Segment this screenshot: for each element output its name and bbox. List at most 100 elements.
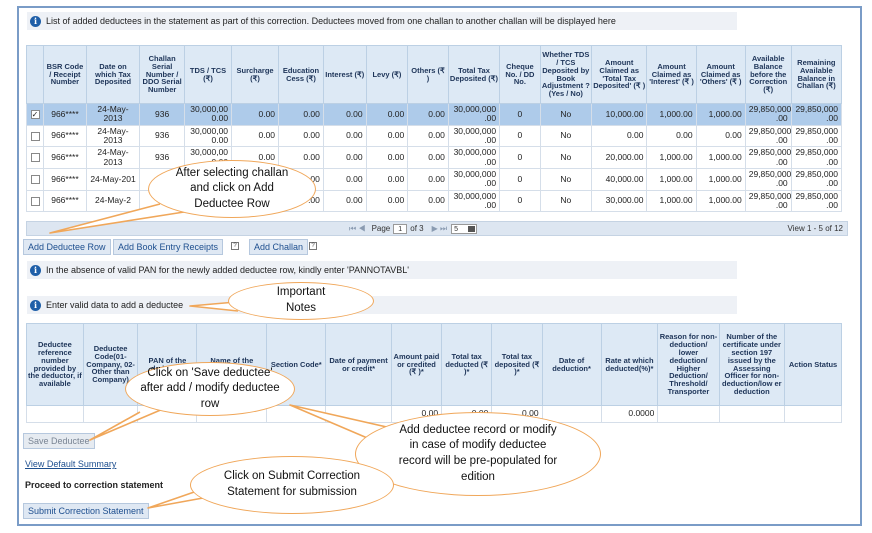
column-header: Challan Serial Number / DDO Serial Numbe… [139,45,186,104]
table-cell: 29,850,000 .00 [790,103,843,126]
table-row[interactable]: 966**** 24-May-2013 936 30,000,00 0.00 0.00 0… [25,124,843,148]
row-checkbox[interactable] [30,153,40,163]
column-header: Others (₹ ) [407,45,449,104]
table-cell: 0.00 [365,103,409,126]
table-cell: 0 [499,103,541,126]
table-cell: 0.00 [322,189,367,213]
help-icon[interactable]: ? [309,242,317,250]
table-cell: 1,000.00 [695,189,746,213]
input-cell[interactable] [718,405,786,423]
table-cell: 0.00 [407,189,449,213]
table-cell: 1,000.00 [646,103,697,126]
add-deductee-row-button[interactable]: Add Deductee Row [23,239,111,255]
column-header: Whether TDS / TCS Deposited by Book Adju… [539,45,592,104]
table-cell: 1,000.00 [695,168,746,191]
table-row[interactable]: 966**** 24-May-2013 936 30,000,00 0.00 0.00 0… [25,146,843,170]
page-size-select[interactable]: 5 [451,223,478,234]
table-cell: 1,000.00 [695,146,746,170]
add-book-entry-button[interactable]: Add Book Entry Receipts [113,239,224,255]
row-select-cell[interactable] [25,124,45,148]
callout-add-row: After selecting challan and click on Add… [148,160,316,218]
table-cell: 966**** [43,168,87,191]
table-cell: 1,000.00 [646,146,697,170]
table-cell: 0.00 [322,146,367,170]
input-cell[interactable]: 0.0000 [600,405,659,423]
table-cell: 0 [499,168,541,191]
callout-save-deductee: Click on 'Save deductee' after add / mod… [125,362,295,416]
row-select-cell[interactable] [25,168,45,191]
row-checkbox[interactable] [30,196,40,206]
table-cell: No [539,146,592,170]
table-cell: 24-May-2 [85,189,141,213]
info-text-deductee-list: List of added deductees in the statement… [46,16,616,26]
table-cell: 0 [499,146,541,170]
add-challan-button[interactable]: Add Challan [249,239,309,255]
table-cell: 0.00 [322,168,367,191]
table-cell: 0.00 [365,146,409,170]
table-cell: 0.00 [646,124,697,148]
column-header: Number of the certificate under section … [718,323,786,406]
pager-next-buttons[interactable]: ▶ ⏭ [431,223,448,233]
column-header: Amount Claimed as 'Others' (₹ ) [695,45,746,104]
row-select-cell[interactable] [25,189,45,213]
view-default-summary-link[interactable]: View Default Summary [25,459,117,469]
callout-important-notes: Important Notes [228,282,374,320]
table-cell: 0.00 [407,168,449,191]
help-icon[interactable]: ? [231,242,239,250]
column-header: BSR Code / Receipt Number [43,45,87,104]
column-header: Education Cess (₹) [278,45,324,104]
column-header: Cheque No. / DD No. [499,45,541,104]
table-cell: 0.00 [695,124,746,148]
column-header: Rate at which deducted(%)* [600,323,659,406]
input-cell[interactable] [784,405,842,423]
add-deductee-table: Deductee reference number provided by th… [26,323,842,423]
column-header: Date of deduction* [541,323,602,406]
input-cell[interactable] [541,405,602,423]
column-header: Reason for non-deduction/ lower deductio… [657,323,720,406]
pager-page-input[interactable]: 1 [393,223,408,234]
table-cell: 30,000,00 0.00 [184,103,233,126]
info-bar-valid-data: i Enter valid data to add a deductee [27,296,737,314]
pager-page-label: Page [371,224,391,233]
column-header: Interest (₹) [322,45,367,104]
row-select-cell[interactable]: ✓ [25,103,45,126]
pager-of-label: of 3 [410,224,424,233]
column-header: Amount Claimed as 'Total Tax Deposited' … [590,45,648,104]
row-checkbox[interactable] [30,131,40,141]
row-checkbox[interactable] [30,174,40,184]
column-header: Total Tax Deposited (₹) [447,45,501,104]
info-icon: i [30,264,41,276]
column-header: Deductee reference number provided by th… [26,323,84,406]
input-cell[interactable] [26,405,84,423]
table-cell: 30,000,000 .00 [447,146,501,170]
table-cell: 29,850,000 .00 [790,168,843,191]
input-cell[interactable] [82,405,139,423]
table-cell: 966**** [43,146,87,170]
table-cell: 29,850,000 .00 [744,146,792,170]
submit-correction-button[interactable]: Submit Correction Statement [23,503,149,519]
input-cell[interactable] [325,405,392,423]
table-cell: 24-May-2013 [85,146,141,170]
table-cell: 30,000,00 0.00 [184,124,233,148]
table-cell: No [539,103,592,126]
proceed-label: Proceed to correction statement [25,480,164,490]
input-cell[interactable] [657,405,720,423]
save-deductee-button[interactable]: Save Deductee [23,433,95,449]
table-row[interactable]: ✓ 966**** 24-May-2013 936 30,000,00 0.00 0.00… [25,103,843,126]
table-cell: 0.00 [231,103,280,126]
table-cell: 0.00 [407,146,449,170]
table-cell: 0.00 [278,146,324,170]
table-cell: 966**** [43,189,87,213]
row-select-cell[interactable] [25,146,45,170]
table-cell: 29,850,000 .00 [744,168,792,191]
column-header: TDS / TCS (₹) [184,45,233,104]
info-text-pan: In the absence of valid PAN for the newl… [46,265,409,275]
table-cell: 966**** [43,124,87,148]
row-checkbox[interactable]: ✓ [30,109,40,119]
pager-prev-buttons[interactable]: ⏮ ◀ [349,223,366,233]
table-cell: 24-May-2013 [85,124,141,148]
column-header: Total tax deposited (₹ )* [491,323,543,406]
column-header: Amount paid or credited (₹ )* [390,323,443,406]
info-icon: i [30,299,41,311]
table-cell: 966**** [43,103,87,126]
